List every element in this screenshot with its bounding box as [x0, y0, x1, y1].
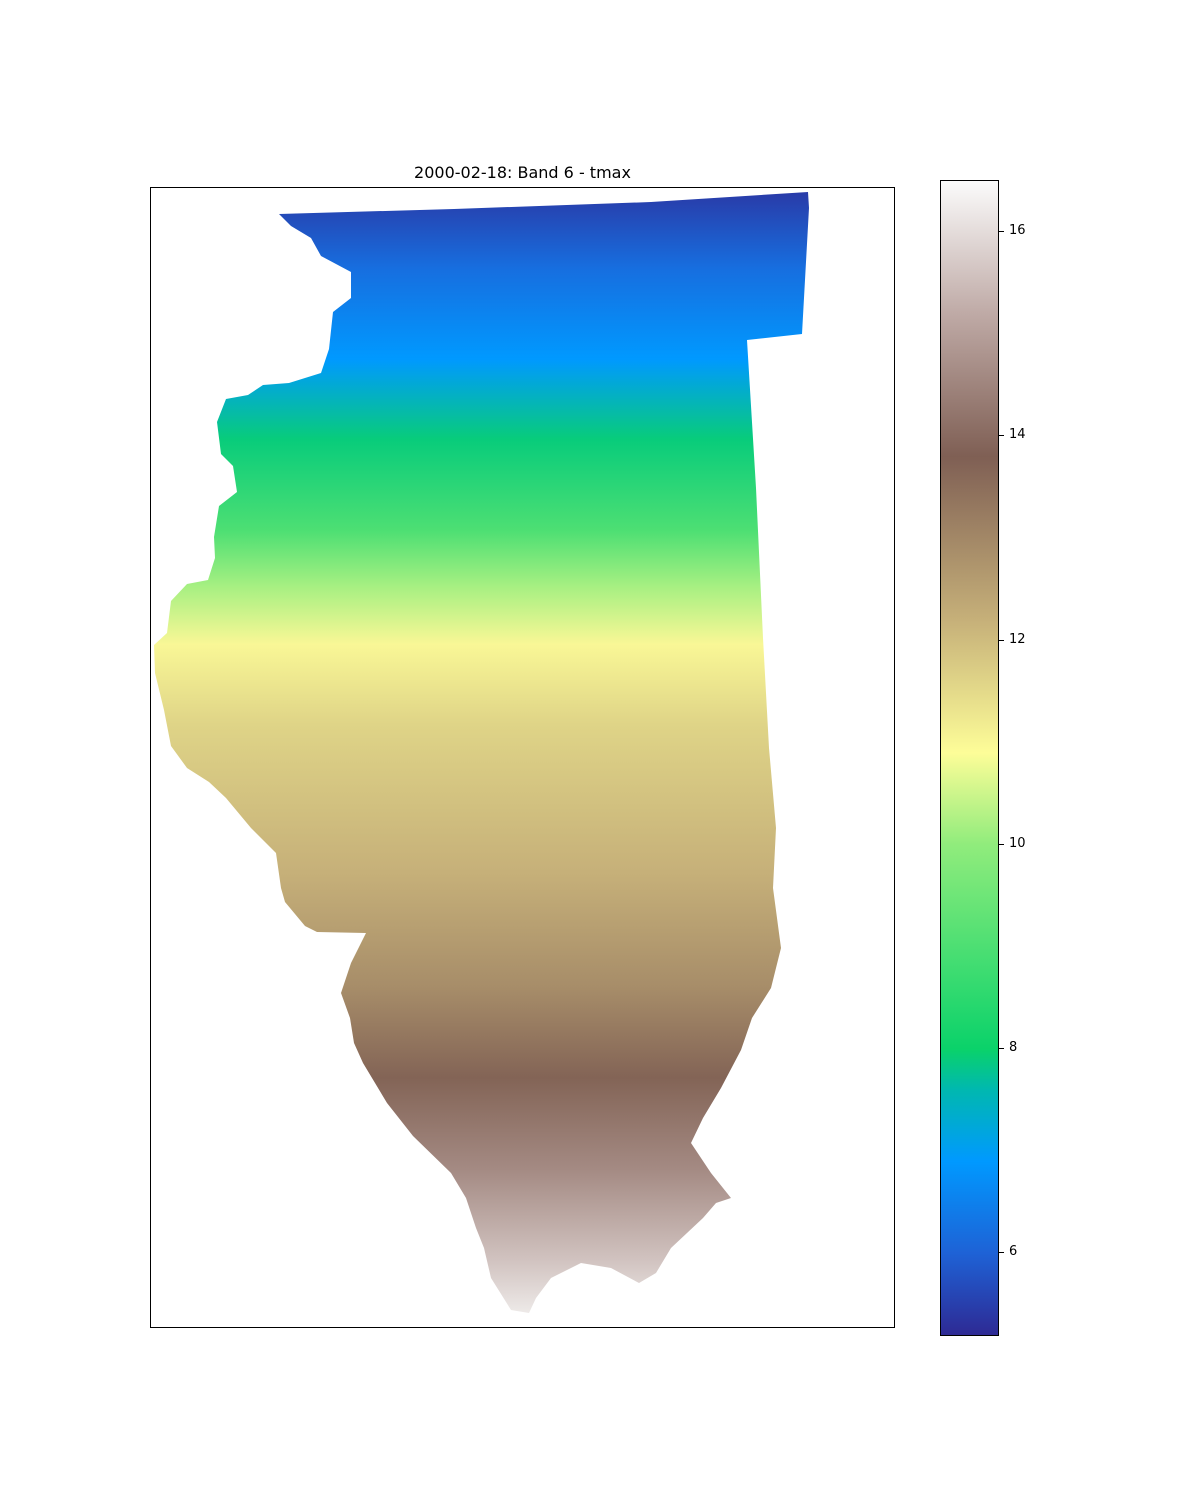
- illinois-raster: [154, 192, 809, 1313]
- colorbar-tick-mark: [999, 1048, 1004, 1050]
- colorbar-tick-label: 16: [1009, 223, 1026, 239]
- colorbar-gradient: [941, 181, 998, 1335]
- colorbar-tick-mark: [999, 1252, 1004, 1254]
- colorbar-tick-mark: [999, 435, 1004, 437]
- colorbar: [940, 180, 999, 1336]
- colorbar-tick-label: 14: [1009, 427, 1026, 443]
- colorbar-tick-mark: [999, 639, 1004, 641]
- colorbar-tick-label: 12: [1009, 631, 1026, 647]
- tmax-surface: [154, 192, 809, 1313]
- map-axes: [150, 187, 895, 1328]
- colorbar-tick-label: 10: [1009, 835, 1026, 851]
- map-title: 2000-02-18: Band 6 - tmax: [414, 163, 631, 182]
- colorbar-tick-mark: [999, 231, 1004, 233]
- colorbar-tick-label: 6: [1009, 1244, 1018, 1260]
- colorbar-tick-label: 8: [1009, 1040, 1018, 1056]
- illinois-tmax-map: [154, 192, 809, 1313]
- colorbar-tick-mark: [999, 843, 1004, 845]
